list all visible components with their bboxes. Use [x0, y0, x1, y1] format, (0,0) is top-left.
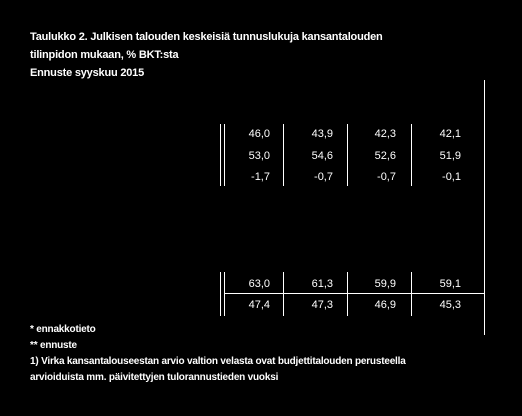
footnote-1-line-1: 1) Virka kansantalouseestan arvio valtio… [30, 356, 406, 367]
column-separator [220, 272, 221, 316]
column-separator [283, 124, 284, 186]
table-cell: 45,3 [439, 299, 461, 311]
table-cell: 52,6 [374, 150, 396, 162]
table-cell: -0,1 [442, 171, 461, 183]
table-cell: -0,7 [314, 171, 333, 183]
table-cell: 47,3 [311, 299, 333, 311]
title-line-1: Taulukko 2. Julkisen talouden keskeisiä … [30, 31, 383, 43]
footnote-1-line-2: arvioiduista mm. päivitettyjen tulorannu… [30, 372, 279, 383]
table-cell: 53,0 [248, 150, 270, 162]
table-cell: 46,0 [248, 128, 270, 140]
title-line-3: Ennuste syyskuu 2015 [30, 67, 145, 79]
row-separator [224, 293, 484, 294]
column-separator [411, 124, 412, 186]
table-cell: 59,1 [439, 278, 461, 290]
table-cell: 54,6 [311, 150, 333, 162]
table-cell: 59,9 [374, 278, 396, 290]
column-separator [347, 272, 348, 316]
table-cell: 51,9 [439, 150, 461, 162]
table-cell: 61,3 [311, 278, 333, 290]
column-separator [220, 124, 221, 186]
column-separator [347, 124, 348, 186]
table-cell: 47,4 [248, 299, 270, 311]
table-cell: 43,9 [311, 128, 333, 140]
table-cell: 46,9 [374, 299, 396, 311]
table-cell: 42,3 [374, 128, 396, 140]
footnote-preliminary: * ennakkotieto [30, 324, 96, 335]
footnote-forecast: ** ennuste [30, 340, 77, 351]
column-separator [224, 124, 225, 186]
title-line-2: tilinpidon mukaan, % BKT:sta [30, 49, 179, 61]
right-border-line [484, 80, 485, 335]
column-separator [411, 272, 412, 316]
column-separator [283, 272, 284, 316]
table-cell: 63,0 [248, 278, 270, 290]
column-separator [224, 272, 225, 316]
table-cell: -0,7 [377, 171, 396, 183]
table-cell: -1,7 [251, 171, 270, 183]
table-cell: 42,1 [439, 128, 461, 140]
